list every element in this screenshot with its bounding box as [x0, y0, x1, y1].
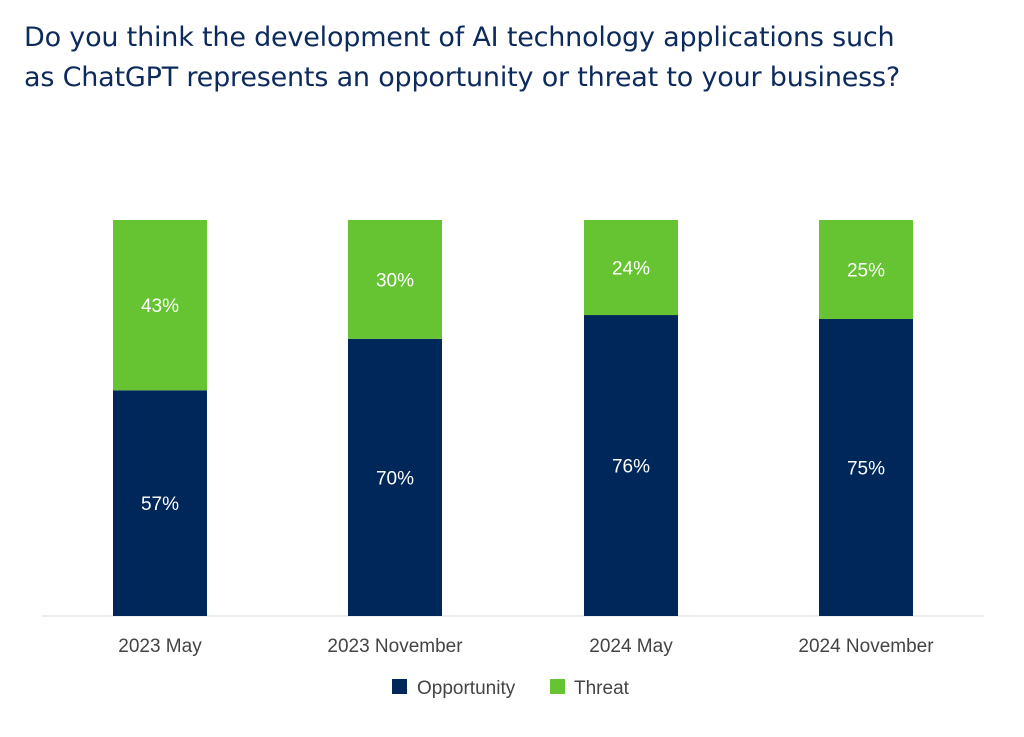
x-tick-label-2024-november: 2024 November: [798, 636, 934, 657]
bar-opportunity-2024-may: [584, 315, 678, 616]
chart-title-line-1: Do you think the development of AI techn…: [24, 22, 895, 53]
data-label-opportunity-2023-may: 57%: [141, 494, 179, 515]
data-label-threat-2023-november: 30%: [376, 270, 414, 291]
x-tick-label-2023-may: 2023 May: [118, 636, 202, 657]
chart-title: Do you think the development of AI techn…: [24, 18, 1014, 98]
x-tick-label-2023-november: 2023 November: [327, 636, 463, 657]
bar-threat-2023-may: [113, 220, 207, 391]
data-label-opportunity-2024-may: 76%: [612, 457, 650, 478]
legend-swatch-threat: [550, 679, 565, 694]
data-label-opportunity-2023-november: 70%: [376, 468, 414, 489]
data-label-threat-2024-november: 25%: [847, 261, 885, 282]
legend-swatch-opportunity: [392, 679, 407, 694]
data-label-threat-2024-may: 24%: [612, 259, 650, 280]
bar-opportunity-2023-november: [348, 338, 442, 616]
data-label-threat-2023-may: 43%: [141, 296, 179, 317]
chart-title-line-2: as ChatGPT represents an opportunity or …: [24, 62, 901, 93]
x-tick-label-2024-may: 2024 May: [589, 636, 673, 657]
bar-threat-2024-may: [584, 220, 678, 316]
bar-threat-2024-november: [819, 220, 913, 319]
bar-opportunity-2024-november: [819, 319, 913, 616]
bar-opportunity-2023-may: [113, 390, 207, 616]
bar-threat-2023-november: [348, 220, 442, 339]
legend-label-threat: Threat: [574, 678, 630, 699]
legend-label-opportunity: Opportunity: [417, 678, 516, 699]
data-label-opportunity-2024-november: 75%: [847, 459, 885, 480]
